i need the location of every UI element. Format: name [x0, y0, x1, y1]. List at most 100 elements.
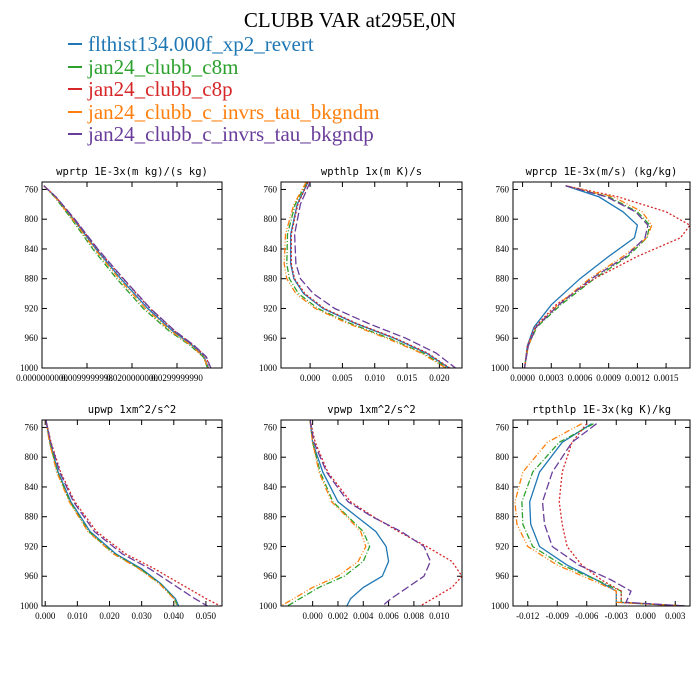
x-tick-label: 0.0009 [596, 373, 621, 383]
x-tick-label: 0.050 [196, 611, 217, 621]
series-line [283, 182, 447, 368]
legend-label: jan24_clubb_c8p [88, 77, 233, 101]
x-tick-label: 0.010 [67, 611, 88, 621]
x-tick-label: 0.005 [332, 373, 353, 383]
legend-label: flthist134.000f_xp2_revert [88, 32, 314, 56]
y-tick-label: 1000 [20, 363, 39, 373]
x-tick-label: 0.000 [300, 373, 321, 383]
y-tick-label: 1000 [491, 363, 510, 373]
panel: wpthlp 1x(m K)/s 760 800 840 880 920 960 1000 0.… [259, 166, 463, 383]
legend: flthist134.000f_xp2_revert jan24_clubb_c… [68, 33, 380, 146]
y-tick-label: 800 [25, 214, 39, 224]
series-line [43, 185, 211, 368]
y-tick-label: 760 [496, 184, 510, 194]
series-line [523, 185, 649, 368]
series-line [45, 420, 180, 606]
y-tick-label: 920 [25, 303, 39, 313]
y-tick-label: 840 [25, 482, 39, 492]
panel: rtpthlp 1E-3x(kg K)/kg 760 800 840 880 920 960… [491, 404, 691, 621]
x-tick-label: 0.0299999990 [151, 373, 203, 383]
plot-frame [280, 181, 463, 369]
series-line [290, 182, 450, 368]
plot-frame [512, 181, 691, 369]
panel-title: vpwp 1xm^2/s^2 [327, 404, 416, 416]
legend-item: jan24_clubb_c8p [68, 78, 380, 101]
x-tick-label: 0.000 [303, 611, 324, 621]
series-line [523, 185, 653, 368]
series-line [514, 423, 686, 606]
panel-title: upwp 1xm^2/s^2 [88, 404, 177, 416]
x-tick-label: 0.003 [665, 611, 686, 621]
series-line [286, 182, 448, 368]
series-line [45, 420, 179, 606]
y-tick-label: 960 [496, 333, 510, 343]
series-line [286, 420, 371, 606]
x-tick-label: 0.020 [429, 373, 450, 383]
plot-frame [41, 181, 223, 369]
y-tick-label: 800 [496, 214, 510, 224]
x-tick-label: 0.0200000000 [106, 373, 158, 383]
x-tick-label: 0.020 [99, 611, 120, 621]
y-tick-label: 1000 [491, 601, 510, 611]
legend-item: jan24_clubb_c_invrs_tau_bkgndp [68, 123, 380, 146]
panel-title: wprcp 1E-3x(m/s) (kg/kg) [526, 166, 678, 178]
series-line [309, 420, 462, 606]
series-line [293, 182, 456, 368]
x-tick-label: 0.000 [636, 611, 657, 621]
x-tick-label: 0.0099999998 [61, 373, 113, 383]
x-tick-label: 0.0000 [510, 373, 535, 383]
y-tick-label: 960 [25, 333, 39, 343]
x-tick-label: -0.006 [575, 611, 599, 621]
x-tick-label: 0.0006 [568, 373, 593, 383]
y-tick-label: 840 [264, 244, 278, 254]
y-tick-label: 840 [496, 244, 510, 254]
panel-title: wpthlp 1x(m K)/s [321, 166, 422, 178]
legend-item: jan24_clubb_c_invrs_tau_bkgndm [68, 100, 380, 124]
y-tick-label: 880 [25, 512, 39, 522]
y-tick-label: 920 [264, 541, 278, 551]
series-line [309, 420, 432, 606]
y-tick-label: 840 [25, 244, 39, 254]
series-line [45, 420, 178, 606]
plot-frame [512, 419, 691, 607]
legend-swatch [68, 88, 82, 91]
legend-item: jan24_clubb_c8m [68, 54, 380, 79]
y-tick-label: 880 [496, 512, 510, 522]
y-tick-label: 760 [264, 184, 278, 194]
x-tick-label: 0.0015 [654, 373, 679, 383]
y-tick-label: 800 [25, 452, 39, 462]
y-tick-label: 880 [264, 274, 278, 284]
x-tick-label: 0.015 [397, 373, 418, 383]
x-tick-label: 0.008 [404, 611, 425, 621]
x-tick-label: 0.0003 [539, 373, 564, 383]
plot-frame [41, 419, 223, 607]
series-line [558, 423, 686, 606]
series-line [523, 185, 639, 368]
y-tick-label: 920 [496, 541, 510, 551]
y-tick-label: 880 [496, 274, 510, 284]
series-line [45, 420, 208, 606]
legend-label: jan24_clubb_c8m [88, 54, 239, 79]
panel: upwp 1xm^2/s^2 760 800 840 880 920 960 10000.00… [20, 404, 223, 621]
y-tick-label: 800 [264, 452, 278, 462]
series-line [523, 185, 651, 368]
y-tick-label: 760 [496, 422, 510, 432]
x-tick-label: 0.002 [328, 611, 348, 621]
x-tick-label: 0.006 [378, 611, 399, 621]
y-tick-label: 920 [25, 541, 39, 551]
x-tick-label: -0.009 [546, 611, 570, 621]
panel: vpwp 1xm^2/s^2 760 800 840 880 920 960 1000 0.00… [259, 404, 463, 621]
panel-title: rtpthlp 1E-3x(kg K)/kg [532, 404, 671, 416]
series-line [521, 423, 686, 606]
legend-label: jan24_clubb_c_invrs_tau_bkgndp [88, 122, 374, 146]
x-tick-label: 0.010 [365, 373, 386, 383]
y-tick-label: 800 [264, 214, 278, 224]
legend-swatch [68, 43, 82, 46]
y-tick-label: 920 [496, 303, 510, 313]
legend-swatch [68, 110, 82, 113]
series-line [309, 420, 390, 606]
legend-swatch [68, 133, 82, 136]
series-line [281, 420, 367, 606]
panel: wprcp 1E-3x(m/s) (kg/kg) 760 800 840 880 920 9… [491, 166, 691, 383]
